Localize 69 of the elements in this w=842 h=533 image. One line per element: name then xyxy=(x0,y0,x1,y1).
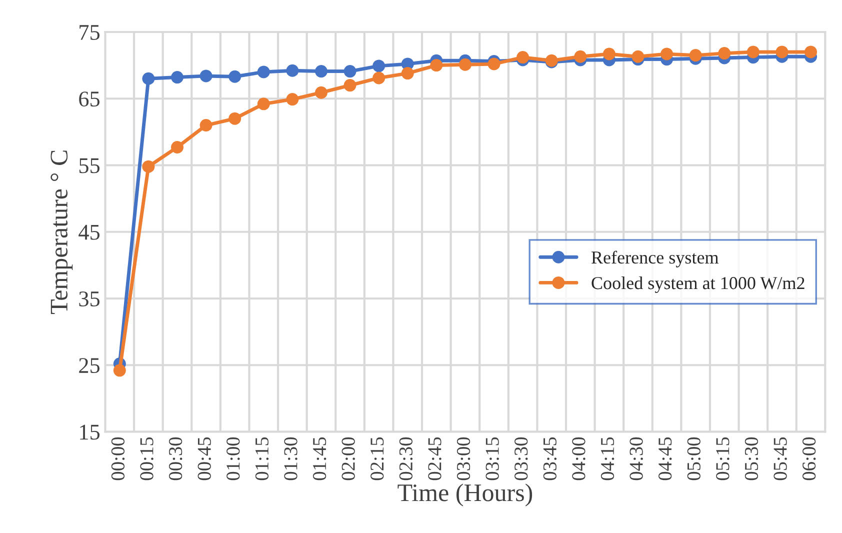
point xyxy=(689,49,702,62)
x-tick-label: 04:00 xyxy=(572,437,586,480)
point xyxy=(401,67,414,80)
point xyxy=(142,160,155,173)
point xyxy=(142,72,155,85)
x-tick-label: 04:15 xyxy=(600,437,614,480)
point xyxy=(776,46,788,58)
point xyxy=(488,58,500,70)
point xyxy=(286,64,299,77)
x-tick-label: 04:30 xyxy=(630,437,643,480)
point xyxy=(430,59,443,72)
point xyxy=(314,65,328,78)
point xyxy=(458,58,472,71)
y-tick-label: 35 xyxy=(79,291,100,306)
y-tick-label: 15 xyxy=(80,424,100,440)
x-tick-label: 00:30 xyxy=(168,437,182,480)
point xyxy=(516,51,530,64)
x-tick-label: 01:00 xyxy=(226,437,240,480)
x-tick-label: 00:00 xyxy=(111,437,125,480)
y-tick-label: 45 xyxy=(78,224,100,240)
point xyxy=(574,50,587,63)
point xyxy=(804,46,818,58)
point xyxy=(228,70,242,83)
x-tick-label: 00:45 xyxy=(198,437,211,480)
y-axis-title: Temperature ° C xyxy=(50,150,73,314)
x-tick-label: 02:30 xyxy=(399,437,413,480)
y-tick-label: 75 xyxy=(80,25,100,40)
point xyxy=(170,71,184,84)
x-tick-label: 03:00 xyxy=(456,437,470,480)
point xyxy=(200,70,212,82)
legend-label: Reference system xyxy=(591,250,719,268)
point xyxy=(372,72,386,84)
x-tick-label: 03:45 xyxy=(543,437,557,480)
point xyxy=(257,98,270,110)
x-tick-label: 05:00 xyxy=(687,437,701,480)
x-tick-label: 03:30 xyxy=(514,437,528,480)
x-tick-label: 02:15 xyxy=(370,437,384,480)
x-tick-label: 02:45 xyxy=(428,437,442,480)
x-tick-label: 05:15 xyxy=(716,437,730,480)
point xyxy=(344,79,356,92)
point xyxy=(170,140,184,154)
y-tick-label: 65 xyxy=(79,92,100,107)
legend-label: Cooled system at 1000 W/m2 xyxy=(592,276,804,293)
point xyxy=(257,66,270,78)
x-tick-label: 02:00 xyxy=(342,437,355,480)
point xyxy=(746,46,760,58)
point xyxy=(602,48,616,60)
x-tick-label: 05:45 xyxy=(774,437,787,480)
x-axis-title: Time (Hours) xyxy=(398,484,532,506)
x-tick-label: 00:15 xyxy=(140,437,154,480)
x-tick-label: 01:15 xyxy=(255,437,269,480)
x-tick-label: 03:15 xyxy=(486,437,499,480)
y-tick-label: 25 xyxy=(79,358,100,374)
x-tick-label: 05:30 xyxy=(744,437,758,480)
x-tick-label: 04:45 xyxy=(658,437,672,480)
point xyxy=(718,47,731,60)
point xyxy=(228,112,242,125)
point xyxy=(200,119,212,132)
point xyxy=(660,48,674,60)
x-tick-label: 01:45 xyxy=(312,437,326,480)
point xyxy=(372,60,386,72)
point xyxy=(314,86,328,99)
point xyxy=(113,364,126,377)
y-tick-label: 55 xyxy=(79,158,100,174)
point xyxy=(632,50,644,63)
x-tick-label: 01:30 xyxy=(284,437,298,480)
point xyxy=(286,93,299,106)
x-tick-label: 06:00 xyxy=(802,437,816,480)
point xyxy=(344,65,356,78)
